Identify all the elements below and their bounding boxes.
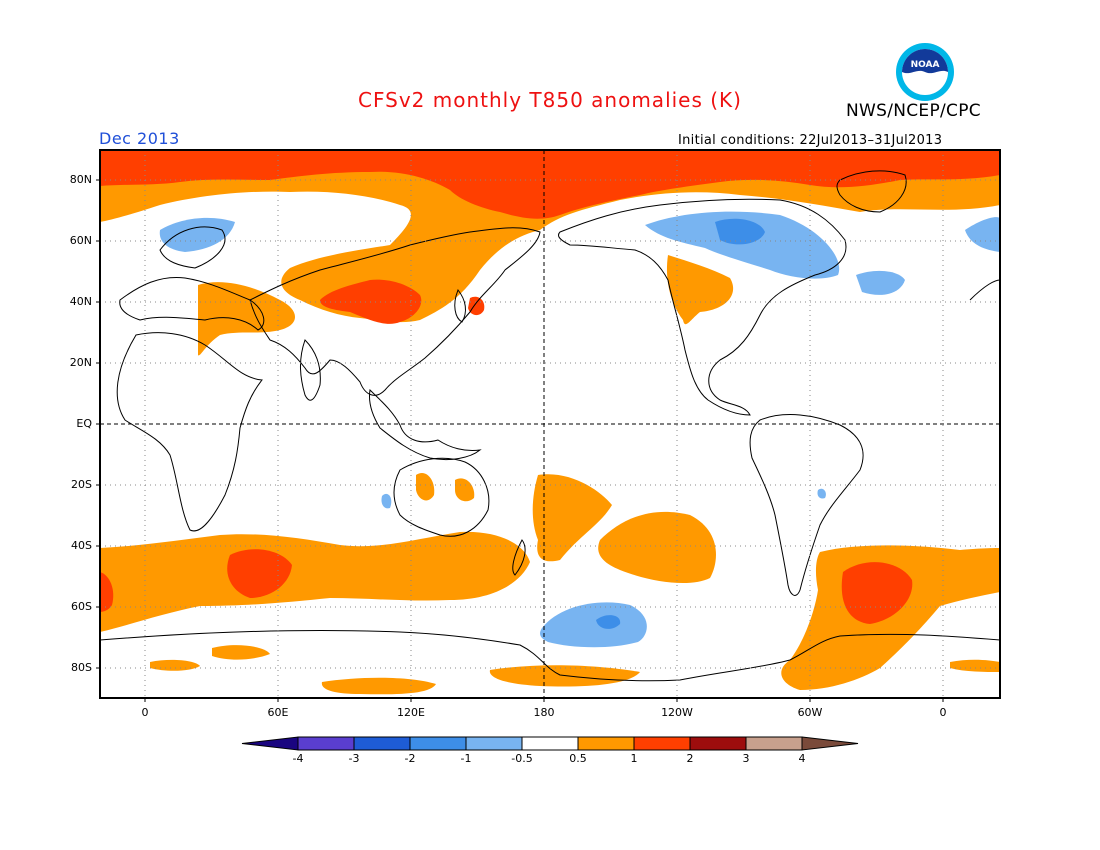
- australia-outline: [393, 457, 490, 537]
- south-pacific-warm: [532, 474, 612, 562]
- antarctic-warm-5: [950, 659, 1000, 672]
- forecast-month-label: Dec 2013: [99, 129, 180, 148]
- europe-outline: [119, 276, 265, 331]
- lat-label-80n: 80N: [69, 173, 92, 186]
- canada-cold: [645, 211, 840, 279]
- lon-label-0-east: 0: [939, 706, 947, 719]
- lon-label-120e: 120E: [397, 706, 425, 719]
- atlantic-red-core: [841, 562, 913, 624]
- north-america-outline: [557, 198, 847, 416]
- japan-red-spot: [468, 296, 485, 316]
- north-america-warm: [666, 255, 734, 325]
- south-pacific-cold: [540, 602, 647, 648]
- lon-label-0-west: 0: [141, 706, 149, 719]
- gridlines: [100, 150, 1000, 698]
- scandinavia-outline: [159, 226, 226, 269]
- colorbar-tick: 2: [686, 752, 694, 765]
- arctic-orange-band: [100, 150, 1000, 323]
- antarctic-warm-1: [321, 677, 436, 695]
- initial-conditions-label: Initial conditions: 22Jul2013–31Jul2013: [678, 133, 943, 148]
- south-america-outline: [749, 414, 864, 596]
- axis-ticks: [96, 179, 944, 702]
- antarctic-warm-4: [212, 645, 270, 660]
- southern-ocean-warm-atlantic: [781, 545, 1000, 690]
- lon-label-60e: 60E: [267, 706, 289, 719]
- lat-label-80s: 80S: [71, 661, 92, 674]
- colorbar-tick: -3: [348, 752, 360, 765]
- lat-label-40n: 40N: [69, 295, 92, 308]
- australia-warm-2: [455, 478, 475, 502]
- north-atlantic-cold: [856, 270, 905, 295]
- indian-ocean-cold-dot: [381, 493, 392, 509]
- antarctica-outline: [100, 629, 1000, 682]
- lon-label-180: 180: [533, 706, 555, 719]
- africa-outline: [116, 332, 263, 532]
- colorbar-tick: 4: [798, 752, 806, 765]
- antarctic-warm-3: [150, 659, 200, 671]
- arctic-red-band: [100, 150, 1000, 219]
- colorbar-tick: -1: [460, 752, 472, 765]
- south-pacific-cold-core: [596, 615, 621, 629]
- australia-warm-1: [416, 472, 435, 501]
- coastlines: [100, 170, 1000, 682]
- lon-label-60w: 60W: [797, 706, 823, 719]
- agency-label: NWS/NCEP/CPC: [846, 101, 981, 121]
- colorbar-tick: -0.5: [511, 752, 533, 765]
- india-outline: [300, 339, 321, 401]
- scandinavia-cold: [159, 217, 235, 252]
- new-zealand-outline: [512, 539, 526, 576]
- colorbar-tick: 1: [630, 752, 638, 765]
- lat-label-eq: EQ: [76, 417, 92, 430]
- colorbar-tick: 0.5: [569, 752, 587, 765]
- west-edge-red: [100, 572, 114, 612]
- south-america-cold-dot: [817, 488, 826, 499]
- lat-label-60n: 60N: [69, 234, 92, 247]
- colorbar-tick: -4: [292, 752, 304, 765]
- lat-label-20n: 20N: [69, 356, 92, 369]
- colorbar-tick: 3: [742, 752, 750, 765]
- chart-title: CFSv2 monthly T850 anomalies (K): [358, 88, 742, 112]
- colorbar-tick: -2: [404, 752, 416, 765]
- asia-outline: [249, 227, 541, 396]
- greenland-outline: [836, 170, 907, 213]
- noaa-logo: NOAA: [896, 43, 954, 101]
- middle-east-warm: [198, 282, 295, 356]
- southern-ocean-warm-indian: [100, 531, 530, 632]
- lon-label-120w: 120W: [661, 706, 693, 719]
- lat-label-40s: 40S: [71, 539, 92, 552]
- east-edge-cold: [965, 217, 1000, 252]
- southern-ocean-red-indian: [227, 549, 292, 598]
- canada-cold-core: [715, 218, 765, 245]
- south-pacific-warm-2: [598, 511, 716, 584]
- noaa-logo-text: NOAA: [911, 60, 940, 70]
- east-edge-europe-outline: [969, 279, 1000, 301]
- lat-label-60s: 60S: [71, 600, 92, 613]
- southeast-asia-outline: [369, 388, 482, 461]
- lat-label-20s: 20S: [71, 478, 92, 491]
